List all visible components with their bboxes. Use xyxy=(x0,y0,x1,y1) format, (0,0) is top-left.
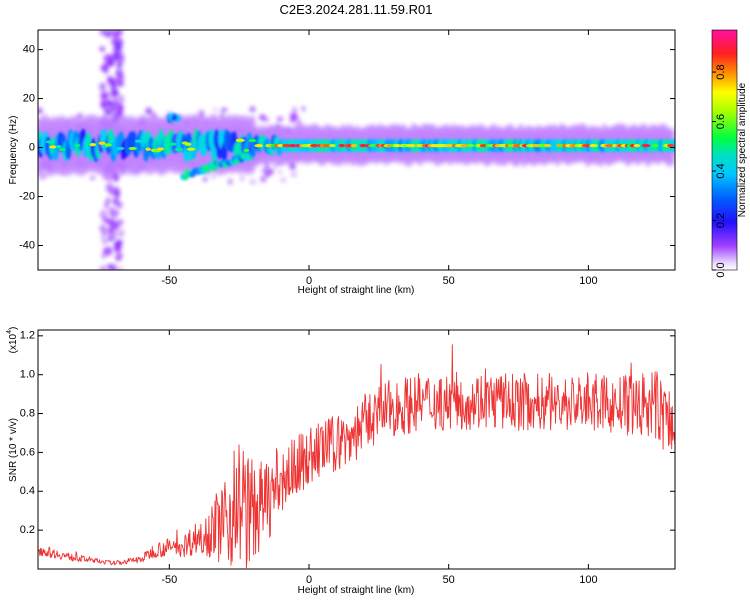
figure-title: C2E3.2024.281.11.59.R01 xyxy=(280,2,433,17)
x-tick-label: 100 xyxy=(579,574,597,586)
spectrogram-frame xyxy=(37,29,676,271)
x-tick-label: -50 xyxy=(161,275,177,287)
snr-y-scale: (x104) xyxy=(6,327,19,354)
snr-scale-exp: 4 xyxy=(6,330,13,334)
x-tick-label: 100 xyxy=(579,275,597,287)
y-tick-label: 1.0 xyxy=(20,369,35,381)
y-tick-label: 40 xyxy=(23,43,35,55)
x-tick-label: 50 xyxy=(443,275,455,287)
snr-y-label: SNR (10 * v/v) xyxy=(8,418,19,482)
spectrogram-y-axis: -40 -20 0 20 40 xyxy=(19,43,675,251)
colorbar-label: Normalized spectral amplitude xyxy=(737,82,748,217)
x-tick-label: 0 xyxy=(306,574,312,586)
svg-text:(x104): (x104) xyxy=(6,327,19,354)
snr-x-axis: -50 0 50 100 xyxy=(161,330,598,586)
y-tick-label: 0.6 xyxy=(20,446,35,458)
y-tick-label: 0.2 xyxy=(20,524,35,536)
colorbar-tick-label: 0.8 xyxy=(715,64,727,79)
spectrogram-y-label: Frequency (Hz) xyxy=(8,116,19,185)
spectrogram-x-label: Height of straight line (km) xyxy=(298,285,415,296)
snr-panel: -50 0 50 100 0.2 0.4 0.6 0.8 1.0 1.2 Height of s… xyxy=(6,327,676,596)
colorbar-tick-label: 0.4 xyxy=(715,163,727,178)
colorbar-tick-label: 0.6 xyxy=(715,114,727,129)
snr-series-line xyxy=(38,344,675,569)
x-tick-label: 50 xyxy=(443,574,455,586)
y-tick-label: 1.2 xyxy=(20,330,35,342)
y-tick-label: 0.4 xyxy=(20,485,35,497)
colorbar-axis: 0.00.20.40.60.8 xyxy=(711,29,738,278)
colorbar-gradient xyxy=(712,30,737,270)
y-tick-label: -40 xyxy=(19,239,35,251)
snr-y-axis: 0.2 0.4 0.6 0.8 1.0 1.2 xyxy=(20,330,675,536)
x-tick-label: -50 xyxy=(161,574,177,586)
y-tick-label: 0.8 xyxy=(20,407,35,419)
spectrogram-x-axis: -50 0 50 100 xyxy=(161,30,598,287)
y-tick-label: 20 xyxy=(23,92,35,104)
colorbar-tick-label: 0.2 xyxy=(715,213,727,228)
y-tick-label: -20 xyxy=(19,190,35,202)
y-tick-label: 0 xyxy=(29,141,35,153)
snr-x-label: Height of straight line (km) xyxy=(298,585,415,596)
snr-frame xyxy=(37,329,676,570)
spectrogram-panel: -50 0 50 100 -40 -20 0 20 40 Height of straight… xyxy=(8,29,676,296)
snr-scale-base: (x10 xyxy=(8,333,19,353)
x-tick-label: 0 xyxy=(306,275,312,287)
colorbar: 0.00.20.40.60.8 Normalized spectral ampl… xyxy=(711,29,748,278)
spectrogram-image xyxy=(38,30,675,270)
